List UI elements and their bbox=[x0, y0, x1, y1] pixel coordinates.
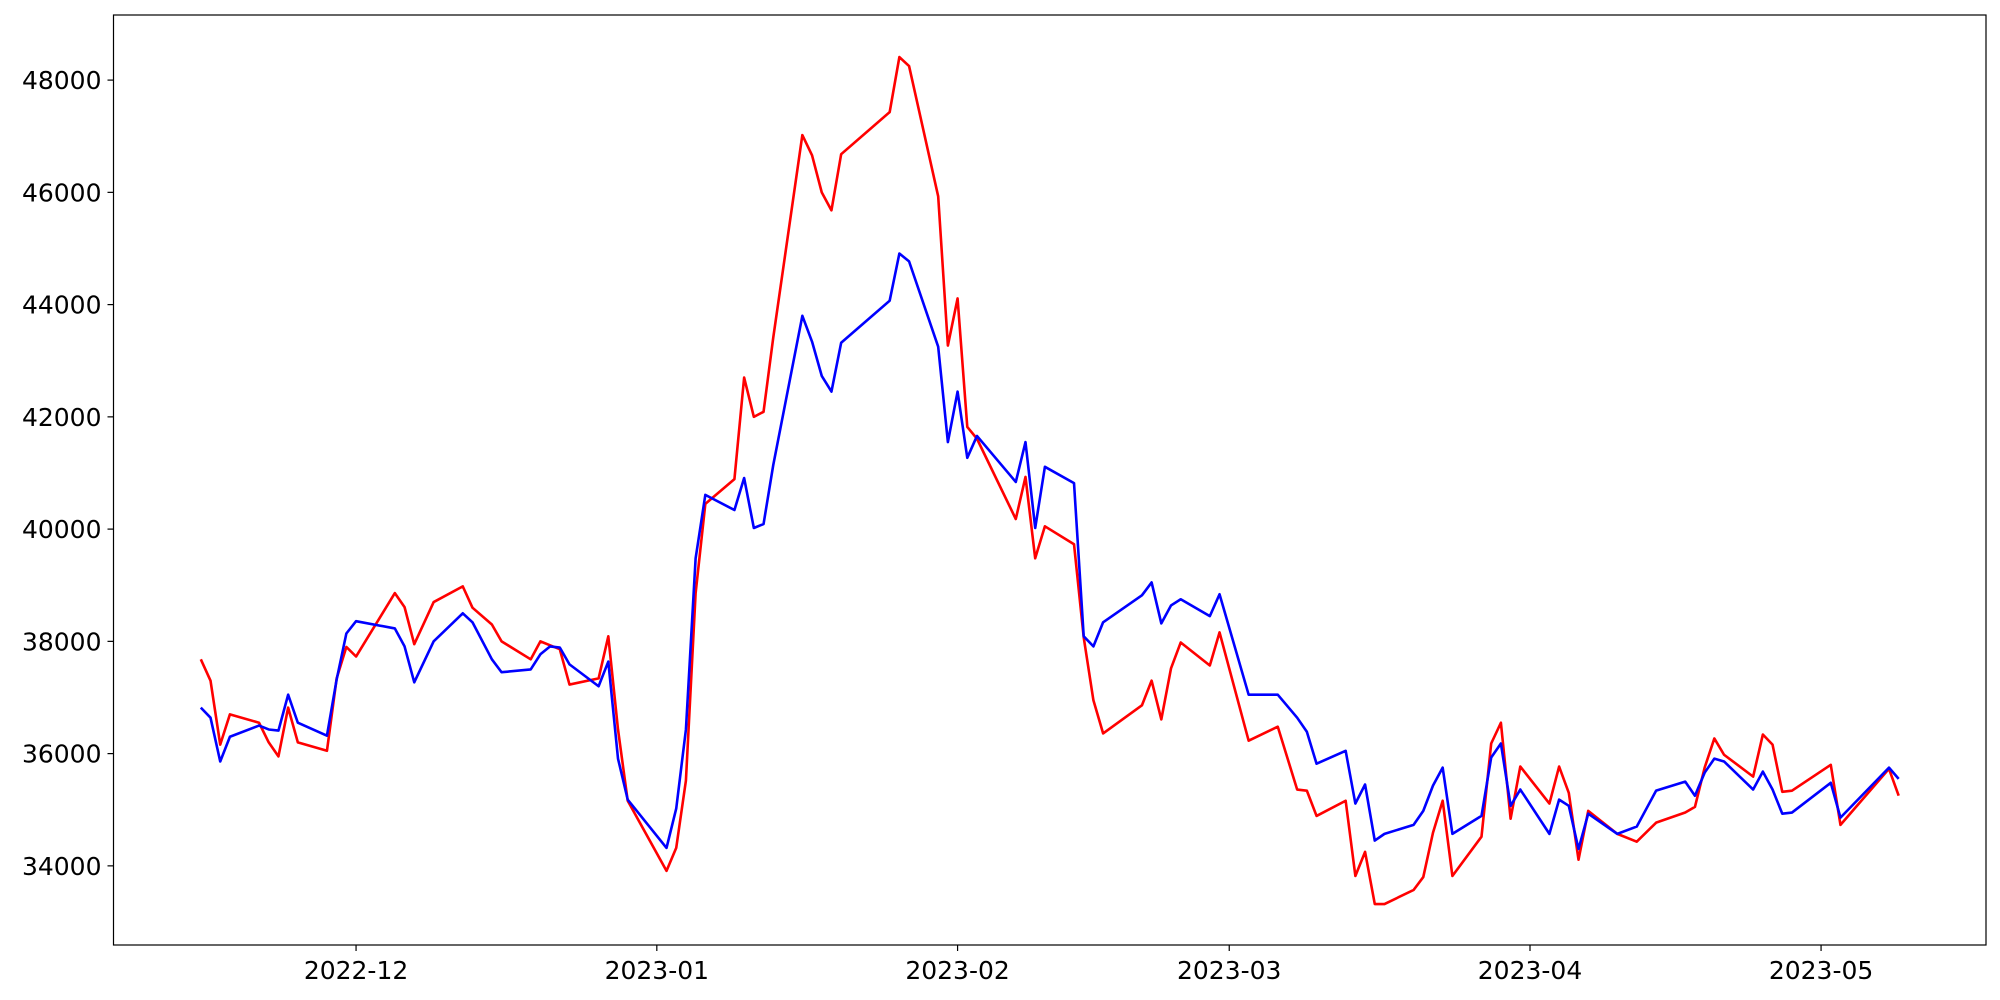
y-tick-label: 38000 bbox=[22, 627, 102, 656]
y-tick-label: 42000 bbox=[22, 403, 102, 432]
x-tick-label: 2023-04 bbox=[1478, 956, 1582, 985]
x-tick-label: 2023-03 bbox=[1177, 956, 1281, 985]
y-tick-label: 34000 bbox=[22, 852, 102, 881]
x-tick-label: 2022-12 bbox=[304, 956, 408, 985]
y-tick-label: 40000 bbox=[22, 515, 102, 544]
y-tick-label: 48000 bbox=[22, 66, 102, 95]
y-tick-label: 46000 bbox=[22, 178, 102, 207]
x-tick-label: 2023-02 bbox=[905, 956, 1009, 985]
series-line bbox=[199, 55, 1900, 906]
x-tick-label: 2023-05 bbox=[1769, 956, 1873, 985]
x-tick-label: 2023-01 bbox=[605, 956, 709, 985]
y-tick-label: 44000 bbox=[22, 291, 102, 320]
y-tick-label: 36000 bbox=[22, 740, 102, 769]
series-line bbox=[199, 252, 1900, 851]
plot-frame bbox=[112, 14, 1987, 946]
